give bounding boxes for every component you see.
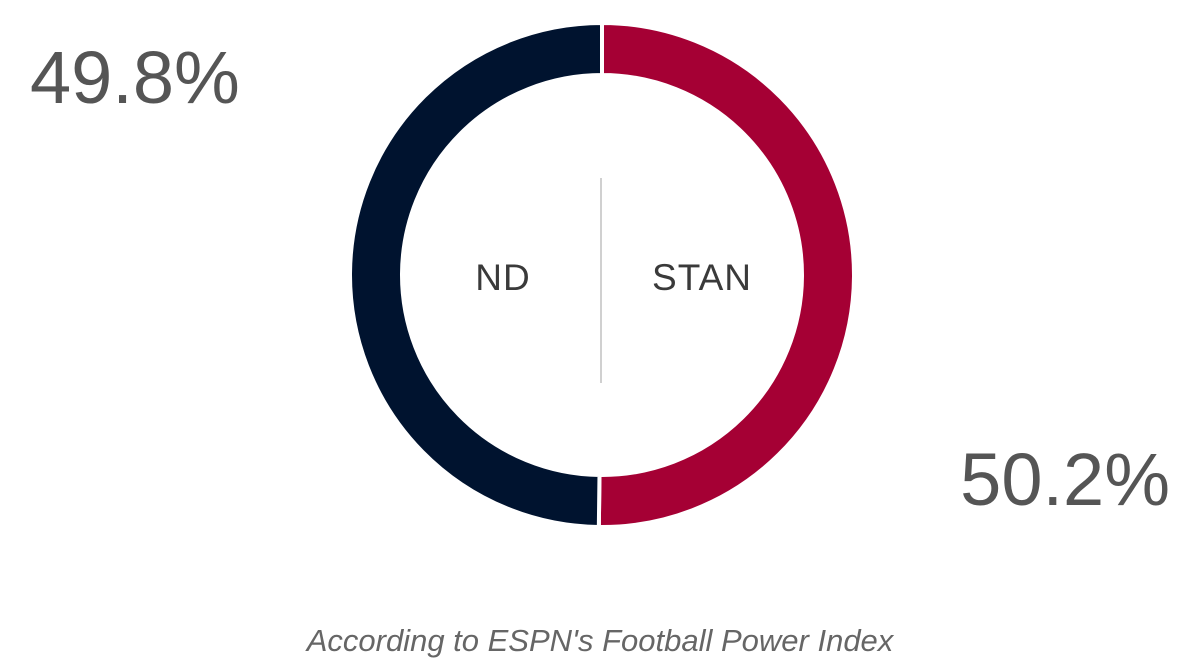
- caption: According to ESPN's Football Power Index: [305, 623, 895, 658]
- donut-segment: [348, 20, 604, 530]
- value-label: 49.8%: [30, 36, 240, 119]
- team-label: STAN: [652, 257, 752, 298]
- team-label: ND: [475, 257, 530, 298]
- donut-segment: [596, 20, 856, 529]
- value-label: 50.2%: [960, 438, 1170, 521]
